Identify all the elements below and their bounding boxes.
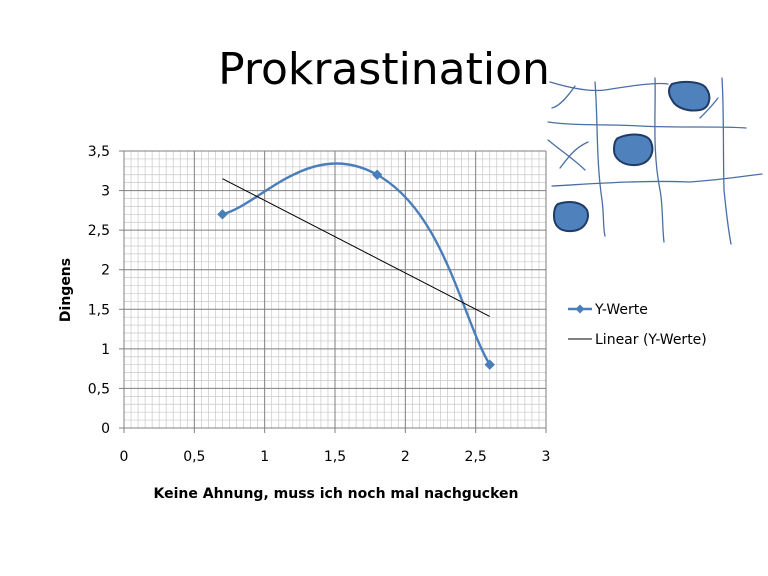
x-tick-label: 0 bbox=[120, 449, 129, 465]
slide-title: Prokrastination bbox=[218, 44, 550, 95]
y-tick-label: 0 bbox=[101, 421, 110, 437]
chart-series bbox=[217, 162, 495, 370]
trendline-linear bbox=[222, 178, 490, 317]
x-tick-label: 3 bbox=[542, 449, 551, 465]
x-tick-label: 2,5 bbox=[465, 449, 487, 465]
y-tick-label: 2 bbox=[101, 263, 110, 279]
x-tick-label: 1,5 bbox=[324, 449, 346, 465]
chart-grid bbox=[124, 150, 547, 428]
legend-label-y-werte: Y-Werte bbox=[594, 302, 648, 318]
data-point-marker bbox=[371, 169, 383, 180]
y-tick-label: 3,5 bbox=[88, 144, 110, 160]
legend-label-linear: Linear (Y-Werte) bbox=[595, 332, 707, 348]
data-point-marker bbox=[484, 359, 495, 370]
chart-axes: 0 0,5 1 1,5 2 2,5 3 0 0,5 1 1,5 2 2,5 3 3,5 bbox=[88, 144, 551, 465]
chart-legend: Y-Werte Linear (Y-Werte) bbox=[568, 302, 707, 348]
x-tick-label: 1 bbox=[260, 449, 269, 465]
data-point-marker bbox=[217, 209, 228, 220]
x-tick-label: 2 bbox=[401, 449, 410, 465]
x-tick-label: 0,5 bbox=[183, 449, 205, 465]
y-tick-label: 1,5 bbox=[88, 302, 110, 318]
y-tick-label: 2,5 bbox=[88, 223, 110, 239]
y-axis-label: Dingens bbox=[58, 258, 74, 322]
y-tick-label: 0,5 bbox=[88, 381, 110, 397]
legend-marker bbox=[575, 304, 585, 314]
y-tick-label: 1 bbox=[101, 342, 110, 358]
y-tick-label: 3 bbox=[101, 184, 110, 200]
x-axis-label: Keine Ahnung, muss ich noch mal nachguck… bbox=[154, 486, 519, 502]
